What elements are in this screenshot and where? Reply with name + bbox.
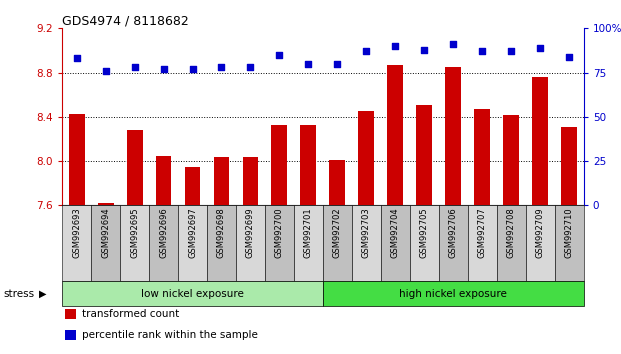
Text: GSM992705: GSM992705	[420, 207, 429, 258]
Bar	[178, 205, 207, 281]
Bar	[271, 125, 288, 205]
Bar	[561, 127, 577, 205]
Bar	[323, 205, 352, 281]
Point	[188, 66, 197, 72]
Text: percentile rank within the sample: percentile rank within the sample	[82, 330, 258, 340]
Text: GSM992694: GSM992694	[101, 207, 110, 258]
Bar	[358, 111, 374, 205]
Bar	[184, 167, 201, 205]
Point	[130, 64, 140, 70]
Text: low nickel exposure: low nickel exposure	[141, 289, 244, 299]
Text: GSM992696: GSM992696	[159, 207, 168, 258]
Bar	[352, 205, 381, 281]
Text: transformed count: transformed count	[82, 309, 179, 319]
Point	[101, 68, 111, 74]
Bar	[445, 67, 461, 205]
Bar	[526, 205, 555, 281]
Point	[506, 48, 516, 54]
Text: GSM992701: GSM992701	[304, 207, 313, 258]
Text: GSM992700: GSM992700	[275, 207, 284, 258]
Point	[478, 48, 487, 54]
Bar	[207, 205, 236, 281]
Point	[448, 41, 458, 47]
Bar	[381, 205, 410, 281]
Bar	[294, 205, 323, 281]
Bar	[214, 157, 229, 205]
Bar	[62, 281, 323, 306]
Bar	[468, 205, 497, 281]
Text: GSM992703: GSM992703	[362, 207, 371, 258]
Bar	[410, 205, 439, 281]
Point	[245, 64, 255, 70]
Bar	[62, 205, 91, 281]
Text: GSM992710: GSM992710	[564, 207, 574, 258]
Text: GDS4974 / 8118682: GDS4974 / 8118682	[62, 14, 189, 27]
Point	[391, 43, 401, 49]
Point	[419, 47, 429, 52]
Bar	[236, 205, 265, 281]
Bar	[439, 205, 468, 281]
Bar	[301, 125, 316, 205]
Bar	[155, 155, 171, 205]
Text: GSM992697: GSM992697	[188, 207, 197, 258]
Text: GSM992699: GSM992699	[246, 207, 255, 258]
Bar	[242, 157, 258, 205]
Bar	[532, 77, 548, 205]
Bar	[149, 205, 178, 281]
Bar	[388, 65, 404, 205]
Bar	[65, 309, 76, 319]
Bar	[65, 330, 76, 340]
Bar	[91, 205, 120, 281]
Text: GSM992698: GSM992698	[217, 207, 226, 258]
Text: GSM992702: GSM992702	[333, 207, 342, 258]
Bar	[265, 205, 294, 281]
Bar	[503, 115, 519, 205]
Text: GSM992695: GSM992695	[130, 207, 139, 258]
Point	[361, 48, 371, 54]
Point	[535, 45, 545, 51]
Text: high nickel exposure: high nickel exposure	[399, 289, 507, 299]
Bar	[416, 105, 432, 205]
Bar	[329, 160, 345, 205]
Bar	[127, 130, 142, 205]
Bar	[97, 203, 114, 205]
Text: GSM992706: GSM992706	[449, 207, 458, 258]
Bar	[120, 205, 149, 281]
Text: ▶: ▶	[39, 289, 46, 299]
Bar	[555, 205, 584, 281]
Bar	[323, 281, 584, 306]
Text: GSM992708: GSM992708	[507, 207, 516, 258]
Point	[564, 54, 574, 59]
Text: stress: stress	[3, 289, 34, 299]
Point	[158, 66, 168, 72]
Text: GSM992693: GSM992693	[72, 207, 81, 258]
Point	[274, 52, 284, 58]
Text: GSM992704: GSM992704	[391, 207, 400, 258]
Bar	[69, 114, 84, 205]
Bar	[474, 109, 490, 205]
Point	[217, 64, 227, 70]
Point	[332, 61, 342, 67]
Bar	[497, 205, 526, 281]
Point	[71, 56, 81, 61]
Point	[304, 61, 314, 67]
Text: GSM992707: GSM992707	[478, 207, 487, 258]
Text: GSM992709: GSM992709	[536, 207, 545, 258]
